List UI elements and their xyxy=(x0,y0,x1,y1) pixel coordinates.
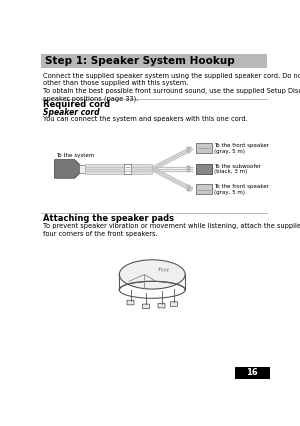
FancyBboxPatch shape xyxy=(187,166,190,172)
Text: To prevent speaker vibration or movement while listening, attach the supplied fo: To prevent speaker vibration or movement… xyxy=(43,223,300,236)
Text: Speaker cord: Speaker cord xyxy=(43,108,100,117)
FancyBboxPatch shape xyxy=(127,300,134,305)
Ellipse shape xyxy=(119,260,185,289)
Text: Required cord: Required cord xyxy=(43,101,110,109)
Text: To the front speaker
(gray, 5 m): To the front speaker (gray, 5 m) xyxy=(214,143,269,153)
Text: To the subwoofer
(black, 3 m): To the subwoofer (black, 3 m) xyxy=(214,164,261,174)
Polygon shape xyxy=(55,160,79,178)
FancyBboxPatch shape xyxy=(196,184,212,194)
Text: front: front xyxy=(158,267,170,273)
FancyBboxPatch shape xyxy=(235,367,270,379)
FancyBboxPatch shape xyxy=(187,184,190,191)
FancyBboxPatch shape xyxy=(196,164,212,173)
Text: You can connect the system and speakers with this one cord.: You can connect the system and speakers … xyxy=(43,116,248,122)
FancyBboxPatch shape xyxy=(170,302,177,306)
FancyBboxPatch shape xyxy=(158,303,165,308)
FancyBboxPatch shape xyxy=(85,164,152,173)
Text: To the system: To the system xyxy=(56,153,94,158)
Text: Attaching the speaker pads: Attaching the speaker pads xyxy=(43,214,174,223)
FancyBboxPatch shape xyxy=(187,147,190,153)
Text: 16: 16 xyxy=(246,368,258,377)
Text: To the front speaker
(gray, 5 m): To the front speaker (gray, 5 m) xyxy=(214,184,269,195)
Text: Step 1: Speaker System Hookup: Step 1: Speaker System Hookup xyxy=(45,56,235,66)
FancyBboxPatch shape xyxy=(142,304,149,309)
Text: Connect the supplied speaker system using the supplied speaker cord. Do not conn: Connect the supplied speaker system usin… xyxy=(43,73,300,102)
FancyBboxPatch shape xyxy=(124,164,130,174)
FancyBboxPatch shape xyxy=(196,143,212,153)
FancyBboxPatch shape xyxy=(79,165,85,173)
FancyBboxPatch shape xyxy=(40,54,267,68)
